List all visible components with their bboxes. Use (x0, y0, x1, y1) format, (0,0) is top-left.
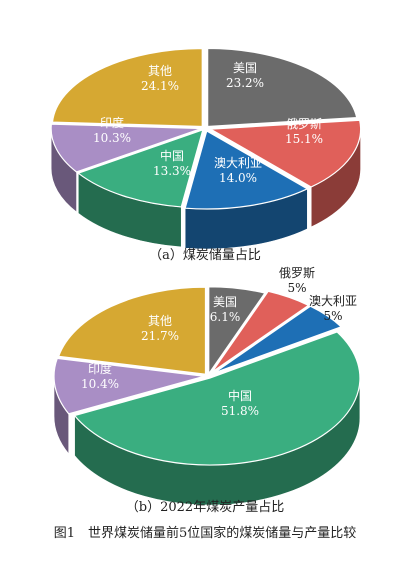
pie-slice-slice-5 (51, 47, 203, 128)
slice-percent-label: 13.3% (153, 164, 191, 178)
slice-category-label: 印度 (100, 115, 124, 130)
slice-category-label: 美国 (213, 295, 237, 309)
pie-slice-slice-3 (77, 128, 204, 208)
chart-a-caption: （a）煤炭储量占比 (149, 248, 261, 263)
slice-category-label: 澳大利亚 (214, 156, 262, 170)
slice-percent-label: 15.1% (285, 132, 323, 146)
slice-percent-label: 23.2% (226, 76, 264, 90)
pie-top-faces (53, 286, 361, 466)
slice-percent-label: 14.0% (219, 171, 257, 185)
pie-slice-slice-2 (184, 130, 309, 210)
pie-slice-slice-2 (213, 305, 343, 374)
pie-slice-slice-1 (208, 119, 362, 188)
pie-slice-slice-4 (53, 357, 205, 415)
slice-percent-label: 51.8% (221, 404, 259, 418)
slice-category-label: 美国 (233, 61, 257, 75)
pie-slice-slice-0 (208, 286, 266, 376)
slice-category-label: 其他 (148, 64, 172, 78)
slice-category-label: 澳大利亚 (309, 294, 357, 308)
pie-slice-slice-0 (207, 47, 358, 128)
slice-category-label: 俄罗斯 (279, 266, 315, 280)
slice-category-label: 中国 (228, 388, 252, 403)
slice-category-label: 印度 (88, 361, 112, 376)
pie-slice-slice-1 (211, 290, 310, 373)
slice-category-label: 中国 (160, 148, 184, 163)
slice-category-label: 其他 (148, 314, 172, 328)
slice-percent-label: 5% (323, 309, 342, 323)
slice-category-label: 俄罗斯 (286, 117, 322, 131)
slice-percent-label: 6.1% (210, 310, 241, 324)
slice-percent-label: 10.4% (81, 377, 119, 391)
pie-top-faces (50, 47, 362, 210)
slice-percent-label: 5% (287, 281, 306, 295)
slice-percent-label: 10.3% (93, 131, 131, 145)
slice-percent-label: 24.1% (141, 79, 179, 93)
pie-slice-slice-5 (57, 286, 207, 375)
slice-percent-label: 21.7% (141, 329, 179, 343)
pie-slice-slice-3 (73, 331, 361, 466)
figure-caption: 图1 世界煤炭储量前5位国家的煤炭储量与产量比较 (53, 526, 357, 541)
chart-b-caption: （b）2022年煤炭产量占比 (125, 500, 285, 515)
pie-slice-slice-4 (50, 123, 202, 173)
